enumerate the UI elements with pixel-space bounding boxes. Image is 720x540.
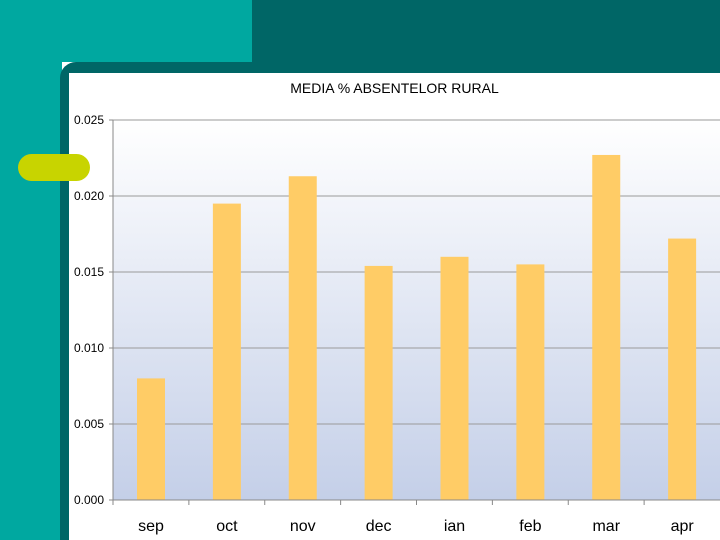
bar-ian: [440, 256, 469, 500]
y-tick-label: 0.000: [74, 493, 104, 507]
y-tick-labels: 0.025 0.020 0.015 0.010 0.005 0.000: [74, 113, 104, 507]
x-tick-label: nov: [290, 518, 316, 535]
bar-mar: [592, 154, 621, 500]
axes: [109, 119, 720, 505]
x-tick-label: ian: [444, 518, 465, 535]
plot-area: [113, 120, 720, 500]
side-band: [0, 62, 62, 540]
chart-title: MEDIA % ABSENTELOR RURAL: [290, 80, 499, 96]
x-tick-label: oct: [216, 518, 238, 535]
x-tick-label: dec: [366, 518, 392, 535]
bar-dec: [364, 265, 393, 500]
x-tick-label: feb: [519, 518, 541, 535]
y-tick-label: 0.005: [74, 417, 104, 431]
accent-pill: [18, 154, 90, 181]
bar-apr: [668, 238, 697, 500]
x-tick-label: mar: [592, 518, 620, 535]
x-tick-label: apr: [671, 518, 695, 535]
y-tick-label: 0.020: [74, 189, 104, 203]
x-tick-label: sep: [138, 518, 164, 535]
bar-oct: [212, 203, 241, 500]
bars: [137, 154, 697, 501]
y-tick-label: 0.025: [74, 113, 104, 127]
header-band-light: [0, 0, 252, 62]
header-band-dark: [252, 0, 720, 62]
bar-sep: [137, 378, 165, 500]
y-tick-label: 0.015: [74, 265, 104, 279]
bar-feb: [516, 264, 545, 500]
y-tick-label: 0.010: [74, 341, 104, 355]
bar-nov: [288, 176, 317, 501]
x-tick-labels: sep oct nov dec ian feb mar apr: [138, 518, 694, 535]
